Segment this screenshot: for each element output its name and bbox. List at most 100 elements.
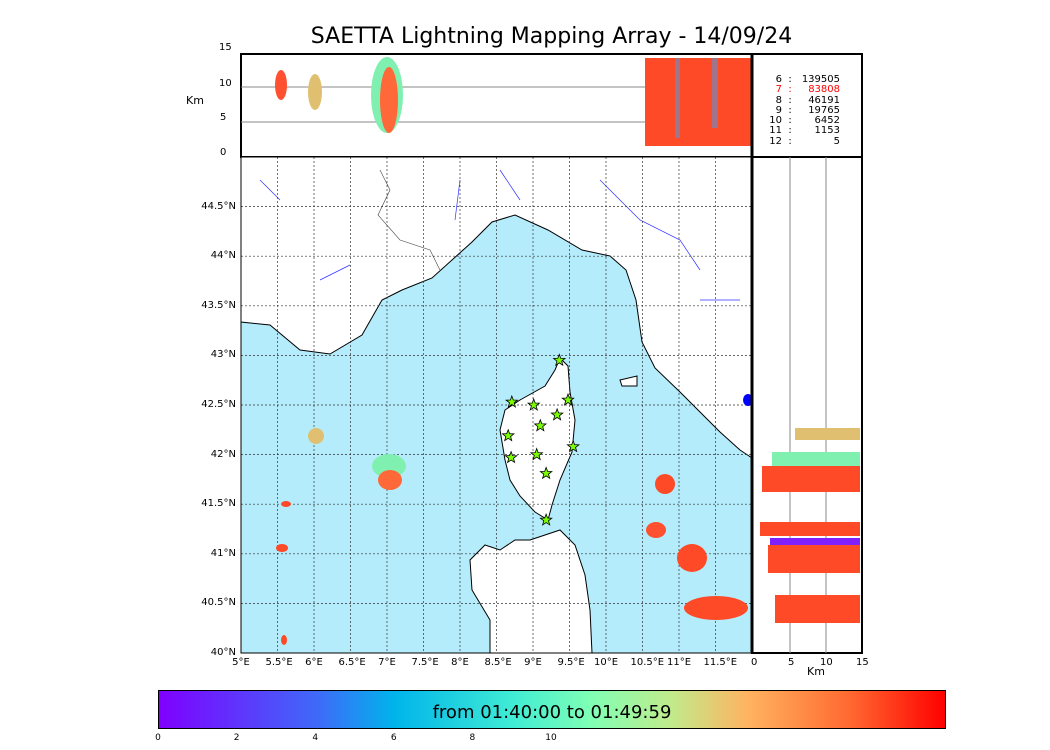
- legend-v: 139505: [801, 74, 840, 85]
- legend-v: 5: [833, 135, 840, 147]
- map-grid: [241, 157, 752, 653]
- map-panel: [240, 156, 753, 654]
- side-cluster: [775, 595, 860, 623]
- legend-sep: :: [788, 115, 792, 127]
- lon-tick-label: 10°E: [594, 657, 619, 668]
- lon-tick-label: 5°E: [232, 657, 250, 668]
- lon-tick-label: 6°E: [305, 657, 323, 668]
- legend-row: 9: 19765: [760, 104, 840, 116]
- legend-sep: :: [788, 125, 792, 137]
- station-count-legend: 6:139505 7:83808 8:46191 9:19765 10:6452 11:1…: [760, 74, 840, 147]
- colorbar-tick-label: 8: [469, 733, 476, 743]
- colorbar: [158, 690, 946, 729]
- legend-n: 12: [769, 135, 782, 147]
- lon-tick-label: 6.5°E: [338, 657, 366, 668]
- legend-row: 10: 6452: [760, 115, 840, 127]
- lat-tick-label: 42°N: [210, 448, 236, 460]
- legend-n: 6: [775, 74, 782, 85]
- lon-tick-label: 7°E: [378, 657, 396, 668]
- lon-tick-label: 9°E: [524, 657, 542, 668]
- lon-tick-label: 9.5°E: [557, 657, 585, 668]
- lat-tick-label: 43°N: [210, 349, 236, 361]
- altitude-cluster: [275, 70, 287, 100]
- lat-tick-label: 42.5°N: [201, 399, 236, 410]
- lat-tick-label: 40.5°N: [201, 597, 236, 609]
- chart-title: SAETTA Lightning Mapping Array - 14/09/2…: [310, 24, 793, 49]
- legend-sep: :: [788, 74, 792, 85]
- legend-row: 6:139505: [760, 74, 840, 85]
- lightning-clusters: [276, 394, 753, 645]
- lat-tick-label: 44.5°N: [201, 200, 236, 212]
- lat-tick-label: 43.5°N: [201, 299, 236, 311]
- lon-tick-label: 8.5°E: [484, 657, 512, 668]
- station-star-marker: [550, 407, 564, 421]
- legend-sep: :: [788, 84, 792, 96]
- station-star-marker: [561, 392, 575, 406]
- lon-tick-label: 8°E: [451, 657, 469, 668]
- side-tick: 0: [751, 657, 758, 668]
- lon-tick-label: 11.5°E: [703, 657, 738, 668]
- altitude-axis-label: Km: [186, 94, 204, 107]
- legend-n: 7: [775, 84, 782, 96]
- altitude-cluster: [308, 74, 322, 110]
- legend-n: 10: [769, 115, 782, 127]
- altitude-tick: 0: [220, 147, 227, 158]
- lon-tick-label: 11°E: [667, 657, 692, 668]
- altitude-tick: 5: [220, 112, 227, 123]
- altitude-tick: 10: [219, 78, 232, 89]
- lat-tick-label: 41°N: [210, 547, 236, 559]
- side-cluster: [772, 452, 860, 470]
- lon-tick-label: 5.5°E: [265, 657, 293, 668]
- station-star-marker: [552, 353, 567, 367]
- legend-sep: :: [788, 104, 792, 116]
- colorbar-tick-label: 6: [390, 733, 397, 743]
- side-cluster: [768, 545, 860, 573]
- legend-v: 83808: [808, 84, 840, 96]
- side-tick: 5: [788, 657, 795, 668]
- legend-v: 1153: [814, 125, 840, 137]
- mainland-coast: [240, 156, 753, 459]
- station-star-marker: [533, 418, 548, 432]
- lat-tick-label: 44°N: [210, 250, 236, 262]
- legend-n: 8: [775, 94, 782, 106]
- side-cluster: [770, 538, 860, 546]
- side-tick: 10: [820, 657, 833, 668]
- colorbar-tick-label: 10: [545, 733, 557, 743]
- altitude-cluster: [380, 67, 398, 133]
- colorbar-tick-label: 4: [312, 733, 319, 743]
- legend-v: 19765: [808, 104, 840, 116]
- legend-v: 6452: [814, 115, 840, 127]
- colorbar-tick-label: 0: [155, 733, 161, 743]
- legend-row: 11: 1153: [760, 125, 840, 137]
- side-cluster: [762, 466, 860, 492]
- lon-tick-label: 10.5°E: [630, 657, 665, 668]
- legend-row: 7: 83808: [760, 84, 840, 96]
- lon-tick-label: 7.5°E: [411, 657, 439, 668]
- station-star-marker: [539, 512, 553, 526]
- corsica: [499, 357, 576, 521]
- legend-sep: :: [788, 135, 792, 147]
- colorbar-label: from 01:40:00 to 01:49:59: [432, 702, 672, 723]
- station-star-marker: [566, 439, 581, 453]
- legend-row: 12: 5: [760, 135, 840, 147]
- station-star-marker: [529, 447, 544, 461]
- lat-tick-label: 41.5°N: [201, 498, 236, 510]
- station-star-marker: [501, 428, 515, 442]
- side-panel: [750, 156, 863, 654]
- side-tick: 15: [856, 657, 869, 668]
- legend-row: 8: 46191: [760, 94, 840, 106]
- legend-n: 9: [775, 104, 782, 116]
- station-star-marker: [504, 394, 519, 408]
- legend-v: 46191: [808, 94, 840, 106]
- legend-sep: :: [788, 94, 792, 106]
- side-cluster: [795, 428, 860, 440]
- side-cluster: [760, 522, 860, 536]
- altitude-tick: 15: [219, 42, 232, 53]
- station-star-marker: [539, 466, 553, 480]
- station-star-marker: [504, 450, 518, 464]
- altitude-cluster: [645, 58, 752, 146]
- station-markers: [501, 353, 581, 526]
- sardinia: [469, 529, 593, 654]
